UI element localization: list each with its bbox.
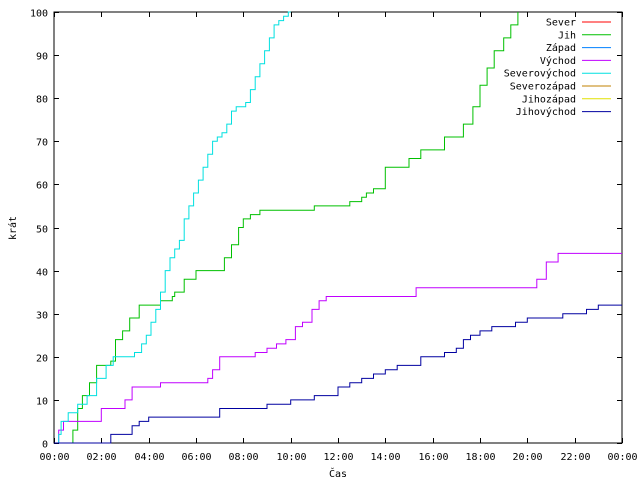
- y-tick-label: 10: [36, 397, 48, 408]
- series-lines: [54, 11, 622, 444]
- y-tick-label: 20: [36, 354, 48, 365]
- y-tick-label: 60: [36, 181, 48, 192]
- x-tick-label: 04:00: [134, 452, 164, 463]
- legend-label: Jihozápad: [522, 93, 576, 105]
- y-axis-label: krát: [7, 216, 19, 240]
- y-tick-label: 50: [36, 225, 48, 236]
- x-tick-label: 16:00: [418, 452, 448, 463]
- x-axis-ticks: 00:00 02:00 04:00 06:00 08:00 10:00 12:00 14:00…: [39, 12, 638, 463]
- legend: SeverJihZápadVýchodSeverovýchodSeverozáp…: [504, 18, 611, 118]
- y-axis-ticks: 0 10 20 30 40 50 60 70 80 90 100: [30, 9, 622, 451]
- x-tick-label: 18:00: [465, 452, 495, 463]
- x-tick-label: 10:00: [276, 452, 306, 463]
- y-tick-label: 90: [36, 52, 48, 63]
- series-line-1: [54, 12, 519, 444]
- legend-label: Jihovýchod: [516, 106, 576, 118]
- x-axis-label: Čas: [329, 467, 347, 480]
- y-tick-label: 40: [36, 268, 48, 279]
- x-tick-label: 22:00: [560, 452, 590, 463]
- x-tick-label: 00:00: [39, 452, 69, 463]
- legend-label: Severovýchod: [504, 68, 576, 80]
- x-tick-label: 20:00: [512, 452, 542, 463]
- y-tick-label: 100: [30, 9, 48, 20]
- legend-label: Sever: [546, 18, 576, 29]
- legend-label: Východ: [540, 55, 576, 67]
- series-line-4: [54, 11, 291, 444]
- x-tick-label: 14:00: [370, 452, 400, 463]
- x-tick-label: 08:00: [228, 452, 258, 463]
- x-tick-label: 02:00: [86, 452, 116, 463]
- y-tick-label: 80: [36, 95, 48, 106]
- series-line-3: [54, 252, 622, 444]
- legend-label: Severozápad: [510, 81, 576, 93]
- y-tick-label: 30: [36, 311, 48, 322]
- y-tick-label: 0: [42, 440, 48, 451]
- series-line-7: [54, 304, 622, 444]
- legend-label: Jih: [558, 30, 576, 41]
- x-tick-label: 12:00: [323, 452, 353, 463]
- y-tick-label: 70: [36, 138, 48, 149]
- x-tick-label: 00:00: [607, 452, 637, 463]
- x-tick-label: 06:00: [181, 452, 211, 463]
- legend-label: Západ: [546, 42, 576, 54]
